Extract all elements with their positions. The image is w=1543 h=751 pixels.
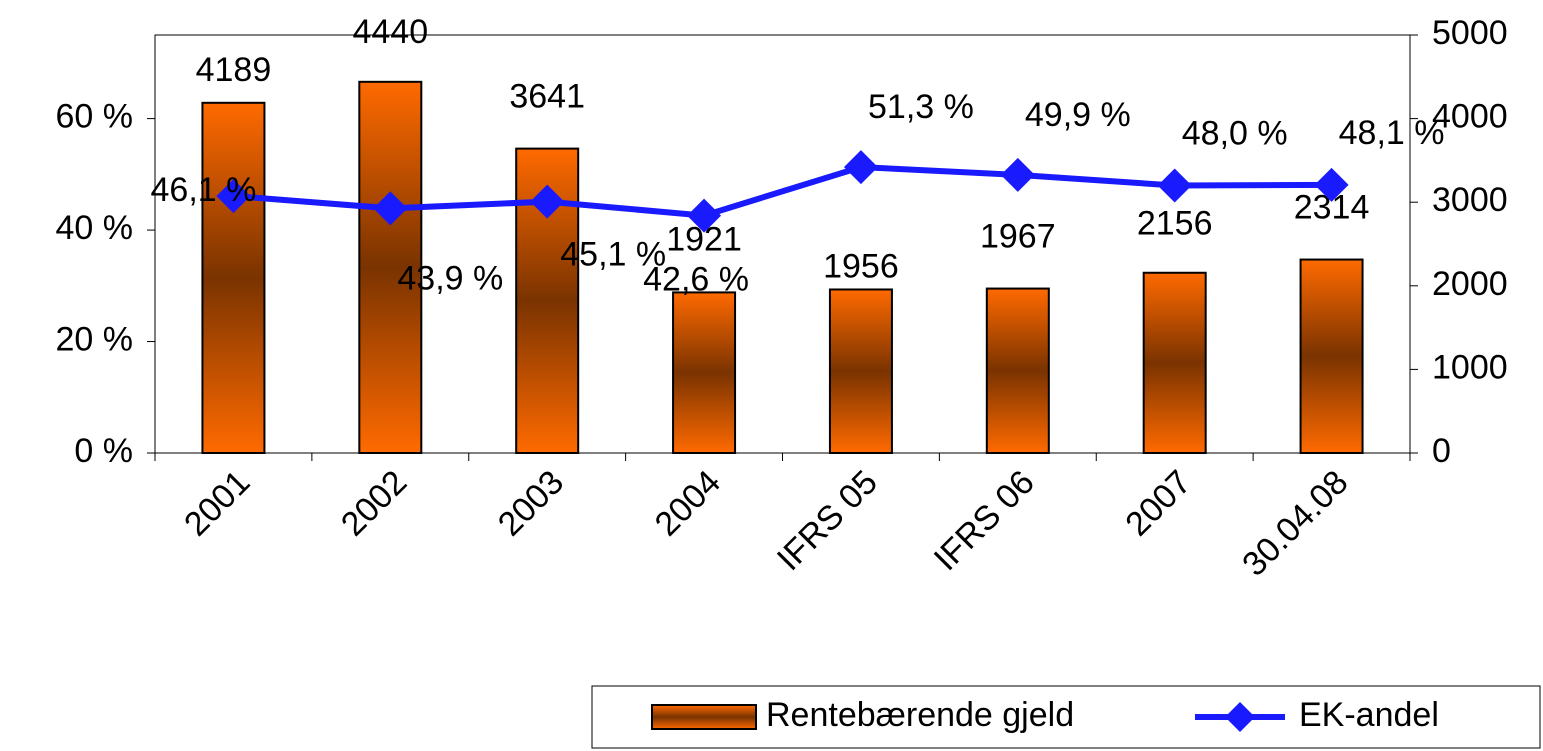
legend-label: EK-andel (1299, 696, 1439, 734)
bar (201, 101, 266, 455)
plot-area (154, 34, 1411, 454)
y2-tick-label: 0 (1432, 432, 1451, 470)
x-tick-label: IFRS 06 (927, 463, 1042, 578)
y2-tick-label: 4000 (1432, 98, 1508, 136)
line-marker (843, 150, 878, 185)
bar-value-label: 1967 (980, 218, 1056, 256)
line-marker (687, 198, 722, 233)
bar-value-label: 2156 (1137, 205, 1213, 243)
legend-swatch-marker (1225, 702, 1255, 732)
bar (672, 291, 737, 454)
legend-swatch (651, 704, 757, 730)
y-tick-label: 20 % (56, 321, 134, 359)
line-value-label: 42,6 % (643, 261, 749, 299)
legend-label: Rentebærende gjeld (766, 696, 1074, 734)
bar (1299, 258, 1364, 454)
bar-value-label: 3641 (509, 78, 585, 116)
y-tick-label: 0 % (74, 432, 133, 470)
line-marker (530, 184, 565, 219)
line-marker (1000, 157, 1035, 192)
y2-tick-label: 1000 (1432, 348, 1508, 386)
line-value-label: 48,0 % (1182, 114, 1288, 152)
line-value-label: 51,3 % (868, 88, 974, 126)
line-value-label: 49,9 % (1025, 96, 1131, 134)
bar (1142, 271, 1207, 454)
x-tick-label: 2002 (334, 463, 414, 543)
bar-value-label: 1956 (823, 247, 899, 285)
line-marker (373, 191, 408, 226)
x-tick-label: 2004 (648, 463, 728, 543)
bar (358, 80, 423, 454)
bar (985, 287, 1050, 454)
bar (828, 288, 893, 454)
x-tick-label: 2007 (1118, 463, 1198, 543)
line-value-label: 48,1 % (1339, 114, 1445, 152)
x-tick-label: 2003 (491, 463, 571, 543)
line-value-label: 45,1 % (560, 236, 666, 274)
line (233, 164, 1332, 219)
line-value-label: 46,1 % (151, 171, 257, 209)
y-tick-label: 40 % (56, 209, 134, 247)
y2-tick-label: 3000 (1432, 181, 1508, 219)
bar-value-label: 4189 (196, 51, 272, 89)
y2-tick-label: 5000 (1432, 14, 1508, 52)
y-tick-label: 60 % (56, 98, 134, 136)
x-tick-label: 30.04.08 (1235, 463, 1355, 583)
x-tick-label: IFRS 05 (770, 463, 885, 578)
line-value-label: 43,9 % (397, 259, 503, 297)
line-marker (1157, 168, 1192, 203)
bar-value-label: 4440 (352, 13, 428, 51)
x-tick-label: 2001 (177, 463, 257, 543)
y2-tick-label: 2000 (1432, 265, 1508, 303)
line-marker (1314, 167, 1349, 202)
line-marker (216, 179, 251, 214)
